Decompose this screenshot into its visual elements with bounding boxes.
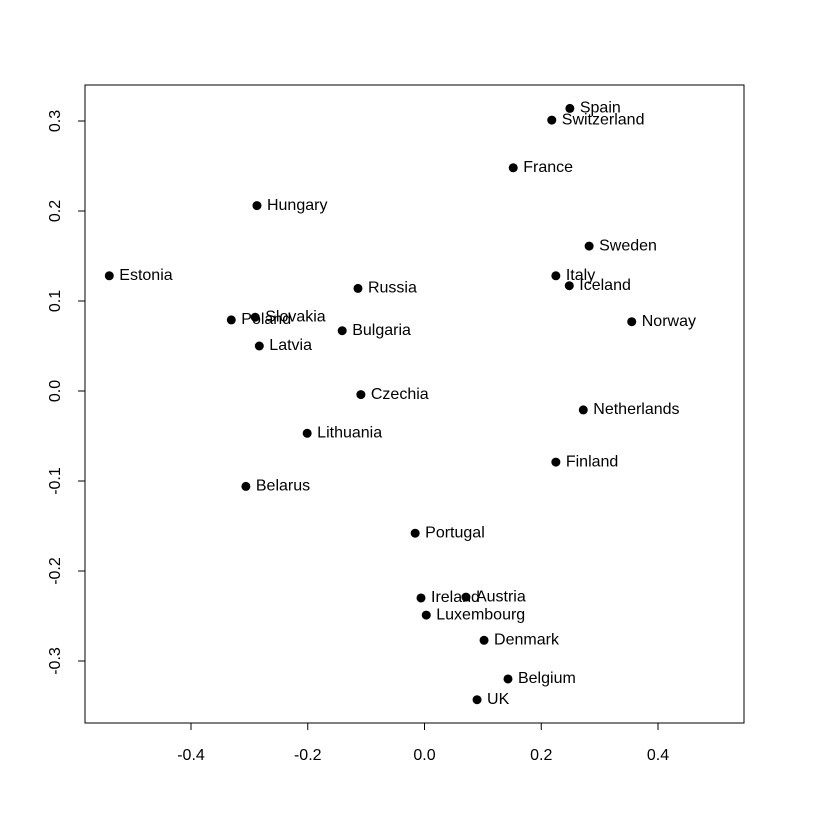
point xyxy=(461,592,471,602)
point-label: UK xyxy=(487,691,510,708)
point xyxy=(410,528,420,538)
y-tick-label: 0.2 xyxy=(47,200,64,222)
point xyxy=(503,674,513,684)
point-label: Norway xyxy=(642,313,696,330)
x-tick-label: -0.4 xyxy=(177,747,205,764)
y-tick-label: 0.0 xyxy=(47,380,64,402)
point-label: Iceland xyxy=(579,277,631,294)
point-label: Austria xyxy=(476,588,526,605)
point-label: Poland xyxy=(241,311,291,328)
x-tick-label: 0.4 xyxy=(647,747,669,764)
point xyxy=(226,315,236,325)
point xyxy=(337,326,347,336)
point-label: Bulgaria xyxy=(352,322,411,339)
point-label: France xyxy=(523,159,573,176)
y-tick-label: 0.3 xyxy=(47,110,64,132)
point xyxy=(508,163,518,173)
point-label: Switzerland xyxy=(562,111,645,128)
point-label: Belgium xyxy=(518,670,576,687)
point-label: Italy xyxy=(566,267,595,284)
point xyxy=(416,593,426,603)
x-tick-label: 0.2 xyxy=(530,747,552,764)
point xyxy=(353,283,363,293)
point xyxy=(252,201,262,211)
point-label: Portugal xyxy=(425,524,485,541)
point-label: Spain xyxy=(580,100,621,117)
point-label: Hungary xyxy=(267,197,327,214)
point xyxy=(565,103,575,113)
point-label: Netherlands xyxy=(593,401,679,418)
y-tick-label: 0.1 xyxy=(47,290,64,312)
plot-frame xyxy=(84,84,745,724)
point-label: Ireland xyxy=(431,589,480,606)
point xyxy=(564,281,574,291)
point xyxy=(551,457,561,467)
point xyxy=(578,405,588,415)
point-label: Sweden xyxy=(599,237,657,254)
point xyxy=(302,428,312,438)
point-label: Slovakia xyxy=(265,308,326,325)
point-label: Finland xyxy=(566,453,618,470)
y-tick-label: -0.1 xyxy=(47,467,64,495)
point xyxy=(627,317,637,327)
point-label: Lithuania xyxy=(317,425,382,442)
x-tick-label: 0.0 xyxy=(413,747,435,764)
point xyxy=(479,635,489,645)
point xyxy=(472,695,482,705)
point xyxy=(584,241,594,251)
point-label: Belarus xyxy=(256,478,310,495)
point-label: Estonia xyxy=(119,267,172,284)
point-label: Russia xyxy=(368,280,417,297)
x-tick-label: -0.2 xyxy=(294,747,322,764)
point-label: Latvia xyxy=(269,337,312,354)
point xyxy=(551,271,561,281)
point xyxy=(547,115,557,125)
y-tick-label: -0.2 xyxy=(47,557,64,585)
point xyxy=(104,271,114,281)
y-tick-label: -0.3 xyxy=(47,647,64,675)
point-label: Luxembourg xyxy=(436,606,525,623)
point xyxy=(250,312,260,322)
point xyxy=(241,481,251,491)
point xyxy=(356,390,366,400)
point xyxy=(254,341,264,351)
point-label: Czechia xyxy=(371,386,429,403)
point-label: Denmark xyxy=(494,632,560,649)
point xyxy=(421,610,431,620)
